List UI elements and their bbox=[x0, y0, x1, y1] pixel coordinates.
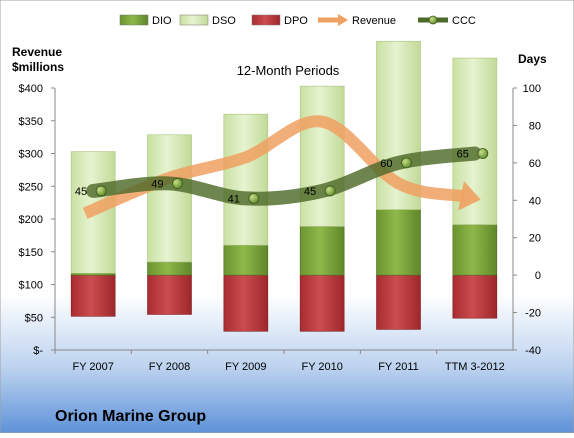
dpo-bar bbox=[376, 274, 421, 330]
legend-swatch-dso bbox=[179, 14, 209, 26]
right-tick-label: 20 bbox=[529, 233, 541, 245]
right-tick-label: 0 bbox=[535, 270, 541, 282]
ccc-point bbox=[401, 157, 412, 169]
chart-title: 12-Month Periods bbox=[237, 63, 340, 78]
dso-bar bbox=[147, 134, 192, 263]
category-label: TTM 3-2012 bbox=[445, 361, 505, 373]
left-tick-label: $250 bbox=[19, 181, 43, 193]
dio-bar bbox=[299, 226, 345, 276]
legend-swatch-dpo bbox=[251, 14, 281, 26]
right-tick-label: -20 bbox=[525, 308, 541, 320]
legend-label-dio: DIO bbox=[152, 15, 172, 27]
left-tick-label: $200 bbox=[19, 214, 43, 226]
category-label: FY 2007 bbox=[72, 361, 113, 373]
bars bbox=[70, 40, 498, 332]
dio-bar bbox=[376, 209, 421, 276]
category-labels: FY 2007 FY 2008 FY 2009 FY 2010 FY 2011 TTM 3… bbox=[54, 350, 505, 373]
right-tick-label: 100 bbox=[523, 83, 541, 95]
right-axis-ticks: -40 -20 0 20 40 60 80 100 bbox=[513, 83, 541, 357]
category-label: FY 2011 bbox=[378, 361, 419, 373]
ccc-point bbox=[324, 185, 336, 197]
legend-swatch-ccc-dot bbox=[428, 15, 438, 25]
left-tick-label: $50 bbox=[25, 312, 43, 324]
left-tick-label: $400 bbox=[19, 83, 43, 95]
right-tick-label: 60 bbox=[529, 158, 541, 170]
right-tick-label: 80 bbox=[529, 120, 541, 132]
legend-label-dso: DSO bbox=[212, 15, 236, 27]
company-name: Orion Marine Group bbox=[55, 408, 206, 425]
category-label: FY 2010 bbox=[301, 361, 342, 373]
left-axis-title-line2: $millions bbox=[12, 60, 64, 74]
dio-bar bbox=[223, 244, 269, 276]
left-tick-label: $350 bbox=[19, 116, 43, 128]
ccc-point bbox=[248, 193, 260, 204]
ccc-data-label: 49 bbox=[151, 178, 163, 190]
legend-swatch-revenue-head bbox=[338, 14, 348, 26]
ccc-data-label: 65 bbox=[457, 149, 469, 161]
ccc-series: 45 49 41 45 60 65 bbox=[75, 146, 489, 206]
dpo-bar bbox=[147, 274, 192, 315]
left-tick-label: $300 bbox=[19, 149, 43, 161]
legend-label-revenue: Revenue bbox=[352, 15, 396, 27]
legend-label-dpo: DPO bbox=[284, 15, 308, 27]
ccc-data-label: 41 bbox=[228, 193, 240, 205]
ccc-data-label: 45 bbox=[75, 186, 87, 198]
left-tick-label: $100 bbox=[19, 280, 43, 292]
dio-bar bbox=[452, 224, 498, 276]
left-axis-title-line1: Revenue bbox=[12, 45, 62, 59]
left-axis-ticks: $- $50 $100 $150 $200 $250 $300 $350 $400 bbox=[19, 83, 55, 357]
left-tick-label: $- bbox=[33, 345, 43, 357]
ccc-point bbox=[477, 148, 489, 159]
legend-swatch-dio bbox=[119, 14, 149, 26]
dio-bar bbox=[147, 261, 192, 276]
dpo-bar bbox=[223, 274, 269, 332]
dpo-bar bbox=[452, 274, 498, 319]
ccc-data-label: 45 bbox=[304, 186, 316, 198]
legend-label-ccc: CCC bbox=[452, 15, 476, 27]
revenue-arrowhead bbox=[458, 181, 481, 211]
dso-bar bbox=[223, 113, 269, 246]
left-tick-label: $150 bbox=[19, 247, 43, 259]
ccc-point bbox=[95, 185, 107, 197]
right-tick-label: 40 bbox=[529, 195, 541, 207]
ccc-point bbox=[172, 178, 183, 189]
category-label: FY 2008 bbox=[149, 361, 190, 373]
ccc-data-label: 60 bbox=[380, 158, 392, 170]
dpo-bar bbox=[299, 274, 345, 332]
legend: DIO DSO DPO Revenue CCC bbox=[119, 14, 476, 27]
right-tick-label: -40 bbox=[525, 345, 541, 357]
dpo-bar bbox=[70, 274, 116, 317]
dso-bar bbox=[299, 85, 345, 227]
right-axis-title: Days bbox=[518, 52, 547, 66]
category-label: FY 2009 bbox=[225, 361, 266, 373]
